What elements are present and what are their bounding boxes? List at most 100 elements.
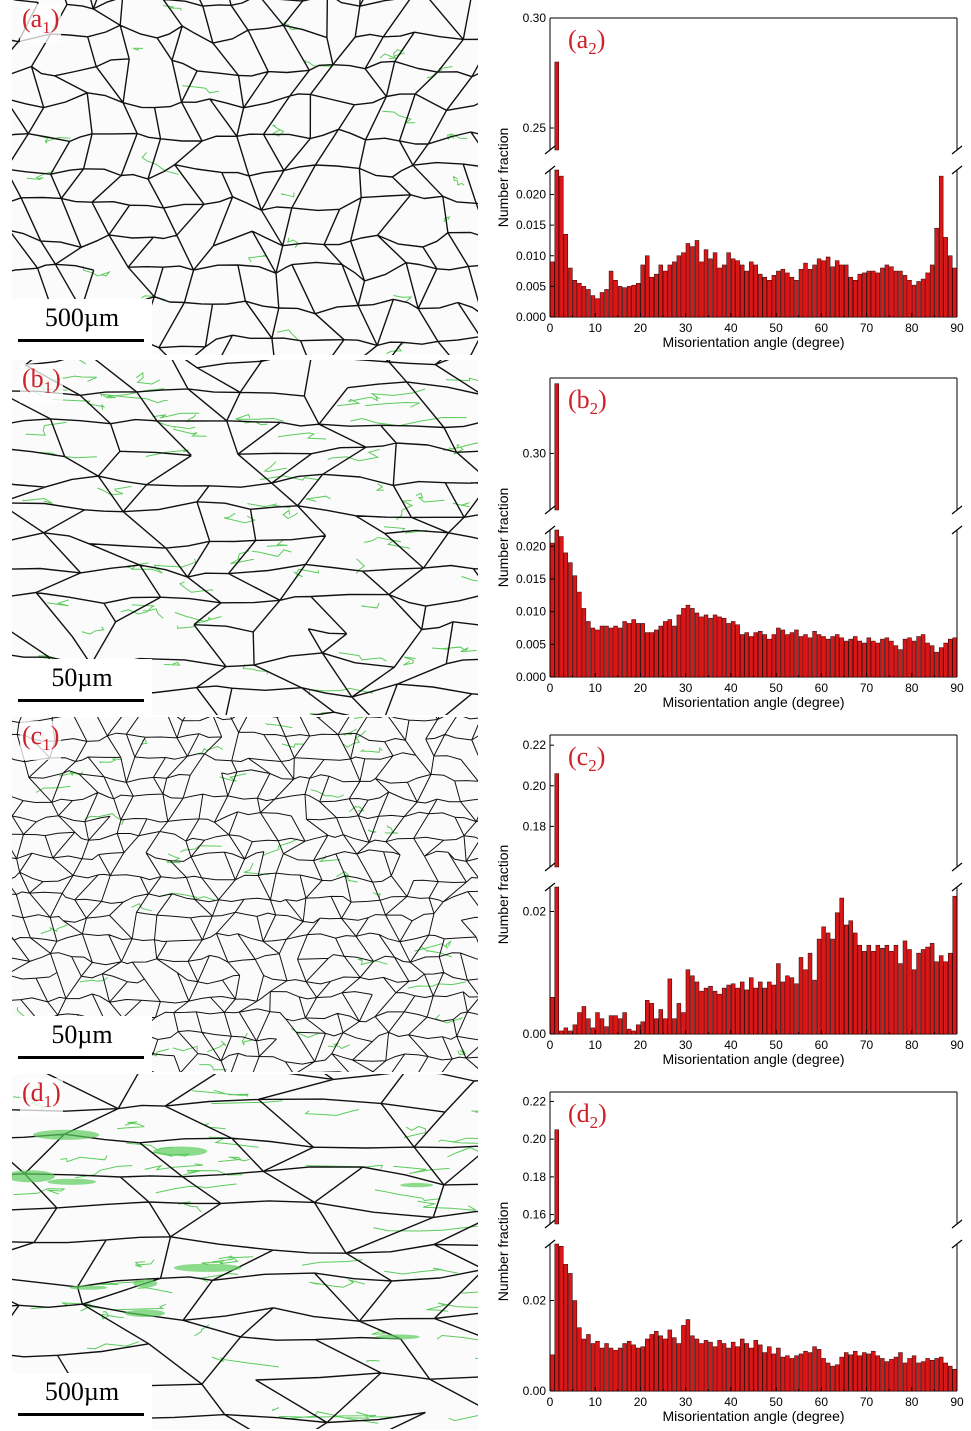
bar-4 (568, 267, 573, 318)
bar-46 (758, 981, 763, 1035)
y-tick-label: 0.000 (516, 670, 546, 684)
bar-66 (848, 1354, 853, 1392)
bar-48 (767, 280, 772, 318)
scale-bar-label: 50µm (51, 663, 113, 692)
bar-25 (663, 621, 668, 678)
bar-11 (599, 625, 605, 678)
bar-14 (613, 1350, 618, 1392)
x-tick-label: 70 (860, 321, 874, 335)
bar-10 (595, 629, 600, 678)
bar-16 (622, 1012, 627, 1035)
bar-68 (857, 1355, 862, 1392)
x-axis-label: Misorientation angle (degree) (662, 334, 844, 350)
bar-87 (943, 642, 948, 678)
x-tick-label: 90 (950, 1395, 964, 1409)
bar-46 (758, 631, 763, 678)
x-tick-label: 90 (950, 681, 964, 695)
bar-76 (893, 645, 899, 678)
bar-37 (717, 267, 722, 318)
bar-44 (749, 1347, 754, 1392)
bar-58 (812, 631, 817, 678)
bar-88 (948, 638, 953, 678)
bar-15 (617, 1347, 623, 1392)
micro-panel-label: (b1) (20, 364, 63, 404)
bar-26 (667, 264, 673, 318)
x-tick-label: 30 (679, 1395, 693, 1409)
bar-9 (590, 1027, 596, 1035)
bar-41 (735, 1346, 740, 1392)
y-tick-label: 0.22 (523, 1094, 547, 1108)
y-tick-label: 0.020 (516, 188, 546, 202)
y-tick-label: 0.010 (516, 249, 546, 263)
bar-49 (771, 634, 777, 678)
high-angle-boundaries (12, 717, 478, 1072)
bar-67 (853, 1350, 858, 1392)
bar-53 (789, 1358, 795, 1392)
bar-67 (853, 932, 858, 1035)
bar-16 (622, 1343, 627, 1392)
bar-26 (667, 1329, 673, 1392)
axis-break-right (951, 862, 963, 892)
y-axis-label: Number fraction (495, 845, 511, 945)
bar-86 (938, 175, 944, 318)
bar-72 (875, 1355, 881, 1392)
micro-panel-label: (c1) (20, 721, 62, 761)
bar-17 (626, 1340, 632, 1392)
bar-44 (749, 977, 754, 1035)
bar-22 (649, 276, 654, 318)
bar-73 (880, 267, 885, 318)
bar-1-upper (554, 61, 559, 151)
x-tick-label: 20 (634, 681, 648, 695)
bar-22 (649, 1003, 654, 1035)
scale-bar: 50µm (12, 1016, 152, 1072)
x-tick-label: 80 (905, 681, 919, 695)
y-tick-label: 0.18 (523, 1170, 547, 1184)
bar-8 (586, 289, 591, 318)
chart-panel-label: (b2) (568, 385, 607, 418)
bar-75 (889, 1359, 894, 1392)
y-tick-label: 0.22 (523, 738, 547, 752)
x-tick-label: 30 (679, 321, 693, 335)
recrystallized-region (153, 1146, 208, 1157)
bar-60 (821, 636, 826, 678)
bar-85 (934, 1358, 939, 1392)
bar-63 (834, 912, 840, 1035)
bar-41 (735, 260, 740, 318)
bar-68 (857, 273, 862, 318)
bar-48 (767, 981, 772, 1035)
x-tick-label: 50 (769, 1395, 783, 1409)
y-tick-label: 0.30 (523, 446, 547, 460)
bar-80 (911, 640, 917, 678)
bar-36 (712, 252, 718, 318)
x-tick-label: 60 (815, 681, 829, 695)
bar-46 (758, 273, 763, 318)
bar-63 (834, 1364, 840, 1392)
bar-89 (952, 895, 957, 1035)
bar-5 (572, 1024, 578, 1035)
bar-64 (839, 897, 844, 1035)
bar-27 (672, 1018, 677, 1035)
x-tick-label: 60 (815, 321, 829, 335)
bar-23 (654, 629, 659, 678)
bar-84 (929, 943, 935, 1035)
bar-72 (875, 272, 881, 318)
bar-81 (916, 1362, 921, 1392)
bar-45 (753, 632, 758, 678)
bar-51 (780, 981, 786, 1035)
bar-77 (898, 963, 903, 1035)
bar-60 (821, 926, 826, 1035)
y-tick-label: 0.20 (523, 1132, 547, 1146)
bar-20 (640, 623, 645, 678)
y-tick-label: 0.30 (523, 11, 547, 25)
bar-85 (934, 227, 939, 318)
bar-43 (744, 632, 749, 678)
bar-89 (952, 1369, 957, 1392)
bar-19 (635, 1347, 641, 1392)
bar-65 (843, 924, 849, 1035)
bar-18 (631, 619, 636, 678)
bar-4 (568, 562, 573, 678)
bar-11 (599, 1018, 605, 1035)
bar-70 (866, 270, 872, 318)
scale-bar-label: 50µm (51, 1020, 113, 1049)
bar-71 (871, 1350, 876, 1392)
